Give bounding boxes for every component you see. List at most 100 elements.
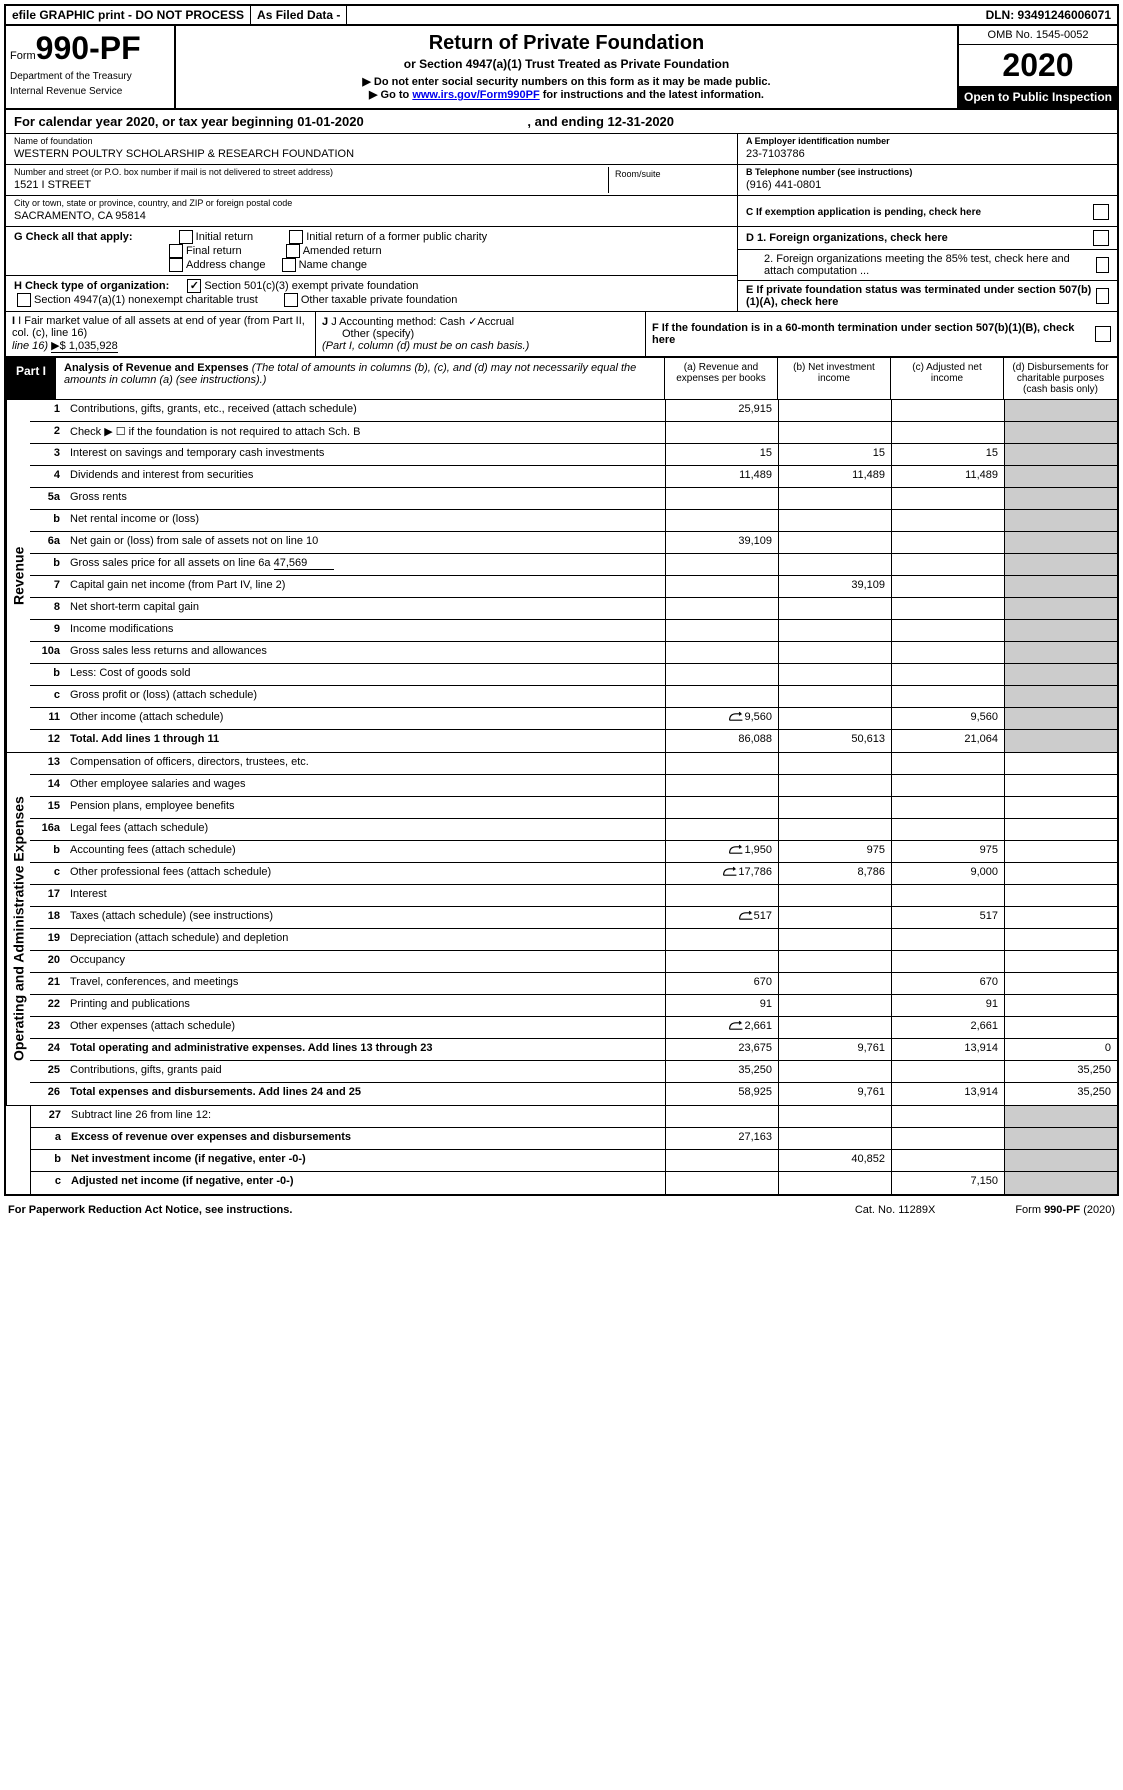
line-desc: Net short-term capital gain [66,598,665,619]
j-note: (Part I, column (d) must be on cash basi… [322,340,529,352]
cb-final-return[interactable] [169,244,183,258]
d2-label: 2. Foreign organizations meeting the 85%… [746,253,1096,277]
cell-d [1004,819,1117,840]
cell-c [891,1106,1004,1127]
cell-d [1004,576,1117,597]
cell-c: 15 [891,444,1004,465]
phone-value: (916) 441-0801 [746,177,1109,193]
form-header: Form990-PF Department of the Treasury In… [6,26,1117,110]
irs-link[interactable]: www.irs.gov/Form990PF [412,89,539,101]
cell-c [891,1150,1004,1171]
e-checkbox[interactable] [1096,288,1109,304]
line-desc: Subtract line 26 from line 12: [67,1106,665,1127]
cell-a [665,620,778,641]
cell-c [891,510,1004,531]
cell-a [665,554,778,575]
line-num: b [30,510,66,531]
col-c-header: (c) Adjusted net income [891,358,1004,399]
line-13: 13Compensation of officers, directors, t… [30,753,1117,775]
cell-b [778,907,891,928]
cell-b: 15 [778,444,891,465]
cell-a [665,422,778,443]
attachment-icon [738,910,754,922]
part1-header: Part I Analysis of Revenue and Expenses … [6,358,1117,400]
cell-c [891,1128,1004,1149]
cell-b [778,753,891,774]
line-desc: Printing and publications [66,995,665,1016]
cell-c: 670 [891,973,1004,994]
cell-b: 9,761 [778,1039,891,1060]
c-checkbox[interactable] [1093,204,1109,220]
cb-4947[interactable] [17,293,31,307]
line-9: 9Income modifications [30,620,1117,642]
line-num: 5a [30,488,66,509]
line-24: 24Total operating and administrative exp… [30,1039,1117,1061]
line-5a: 5aGross rents [30,488,1117,510]
cell-d [1004,664,1117,685]
line-desc: Income modifications [66,620,665,641]
cb-other-taxable[interactable] [284,293,298,307]
cell-a: 58,925 [665,1083,778,1105]
line-num: 17 [30,885,66,906]
omb-number: OMB No. 1545-0052 [959,26,1117,45]
check-section: G Check all that apply: Initial return I… [6,227,1117,312]
cell-a: 86,088 [665,730,778,752]
line-desc: Occupancy [66,951,665,972]
foundation-city: SACRAMENTO, CA 95814 [14,208,729,224]
cb-name-change[interactable] [282,258,296,272]
g5-label: Address change [186,259,266,271]
cb-amended[interactable] [286,244,300,258]
cell-b [778,973,891,994]
line-desc: Contributions, gifts, grants paid [66,1061,665,1082]
footer-left: For Paperwork Reduction Act Notice, see … [8,1204,292,1216]
line-num: b [30,841,66,862]
cell-b: 8,786 [778,863,891,884]
cell-c [891,488,1004,509]
revenue-section: Revenue 1Contributions, gifts, grants, e… [6,400,1117,753]
d1-checkbox[interactable] [1093,230,1109,246]
cell-a [665,664,778,685]
line-num: 27 [31,1106,67,1127]
cell-d [1004,885,1117,906]
line-7: 7Capital gain net income (from Part IV, … [30,576,1117,598]
d2-checkbox[interactable] [1096,257,1109,273]
line-22: 22Printing and publications9191 [30,995,1117,1017]
cal-year-begin: For calendar year 2020, or tax year begi… [14,114,364,129]
g4-label: Amended return [303,245,382,257]
line-11: 11Other income (attach schedule)9,5609,5… [30,708,1117,730]
cb-addr-change[interactable] [169,258,183,272]
f-checkbox[interactable] [1095,326,1111,342]
line-10a: 10aGross sales less returns and allowanc… [30,642,1117,664]
cell-a [665,686,778,707]
h-checks: H Check type of organization: Section 50… [6,276,737,310]
cell-c [891,686,1004,707]
line-desc: Gross sales less returns and allowances [66,642,665,663]
cell-b [778,1106,891,1127]
cb-501c3[interactable] [187,279,201,293]
cell-b [778,642,891,663]
line-4: 4Dividends and interest from securities1… [30,466,1117,488]
line-num: b [31,1150,67,1171]
line-desc: Net gain or (loss) from sale of assets n… [66,532,665,553]
cell-c [891,620,1004,641]
cell-d: 35,250 [1004,1083,1117,1105]
cell-b [778,664,891,685]
line-num: 16a [30,819,66,840]
cell-d [1004,598,1117,619]
j-label: J Accounting method: [331,316,436,328]
cell-d [1004,1017,1117,1038]
line-num: 9 [30,620,66,641]
cell-a: 17,786 [665,863,778,884]
cb-initial-return[interactable] [179,230,193,244]
cell-b [778,708,891,729]
line-num: 15 [30,797,66,818]
cell-c [891,598,1004,619]
line-num: c [30,863,66,884]
foundation-name: WESTERN POULTRY SCHOLARSHIP & RESEARCH F… [14,146,729,162]
cell-d: 35,250 [1004,1061,1117,1082]
line-15: 15Pension plans, employee benefits [30,797,1117,819]
line-num: a [31,1128,67,1149]
cb-initial-former[interactable] [289,230,303,244]
fmv-value: ▶$ 1,035,928 [51,339,118,353]
cell-b [778,1017,891,1038]
